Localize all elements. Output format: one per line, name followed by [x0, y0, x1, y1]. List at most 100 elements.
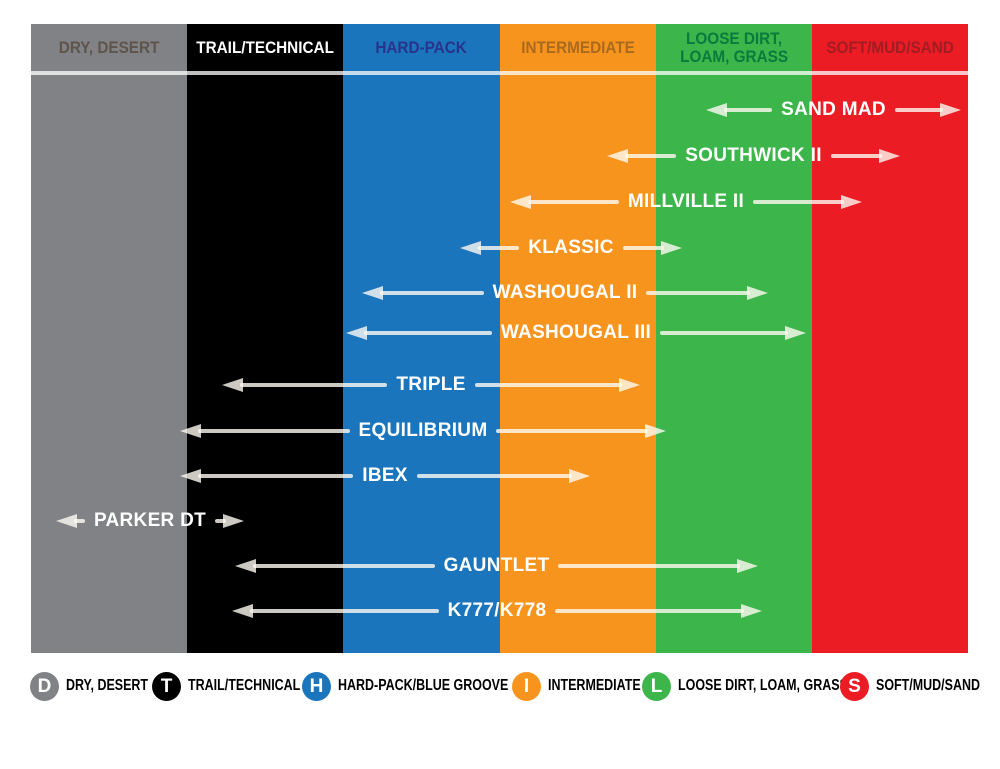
right-arrowhead-icon — [940, 103, 962, 117]
legend-label: INTERMEDIATE — [548, 677, 641, 694]
arrow-line — [660, 331, 788, 335]
arrow-line — [830, 154, 882, 158]
legend-label: TRAIL/TECHNICAL — [188, 677, 301, 694]
legend-item: D DRY, DESERT — [30, 670, 171, 702]
arrow-line — [253, 564, 435, 568]
column-header-hard-pack: HARD-PACK — [375, 37, 468, 57]
arrow-line — [646, 291, 751, 295]
legend-letter-badge: L — [642, 671, 671, 701]
legend-letter-badge: T — [152, 671, 181, 701]
arrow-line — [528, 200, 619, 204]
right-arrowhead-icon — [741, 604, 763, 618]
arrow-line — [198, 429, 350, 433]
arrow-line — [474, 383, 623, 387]
legend-label: SOFT/MUD/SAND — [876, 677, 980, 694]
legend-item: I INTERMEDIATE — [512, 670, 667, 702]
column-soft-mud-sand: SOFT/MUD/SAND — [811, 24, 969, 653]
right-arrowhead-icon — [879, 149, 900, 163]
legend-item: L LOOSE DIRT, LOAM, GRASS — [642, 670, 896, 702]
arrow-line — [894, 108, 944, 112]
legend-label: HARD-PACK/BLUE GROOVE — [338, 677, 509, 694]
right-arrowhead-icon — [747, 286, 769, 300]
tire-range-row: EQUILIBRIUM — [180, 416, 666, 446]
arrow-line — [622, 246, 664, 250]
column-trail-technical: TRAIL/TECHNICAL — [187, 24, 344, 653]
left-arrowhead-icon — [56, 514, 77, 528]
tire-label: TRIPLE — [396, 374, 466, 395]
tire-label: GAUNTLET — [443, 555, 550, 576]
arrow-line — [380, 291, 484, 295]
legend-letter-badge: S — [840, 671, 869, 701]
arrow-line — [478, 246, 520, 250]
column-dry-desert: DRY, DESERT — [31, 24, 188, 653]
tire-label: K777/K778 — [447, 600, 547, 621]
tire-range-row: MILLVILLE II — [510, 187, 862, 217]
legend-label: DRY, DESERT — [66, 677, 149, 694]
arrow-line — [496, 429, 648, 433]
header-divider-line — [31, 71, 968, 75]
tire-range-row: PARKER DT — [56, 506, 245, 536]
left-arrowhead-icon — [235, 559, 256, 573]
right-arrowhead-icon — [223, 514, 245, 528]
tire-label: KLASSIC — [528, 237, 614, 258]
tire-range-row: SOUTHWICK II — [607, 141, 900, 171]
column-header-intermediate: INTERMEDIATE — [520, 37, 635, 57]
tire-label: SOUTHWICK II — [685, 145, 822, 166]
arrow-line — [753, 200, 844, 204]
arrow-line — [240, 383, 388, 387]
arrow-line — [416, 474, 573, 478]
tire-range-row: IBEX — [180, 461, 591, 491]
left-arrowhead-icon — [232, 604, 253, 618]
legend-item: S SOFT/MUD/SAND — [840, 670, 1000, 702]
arrow-line — [724, 108, 773, 112]
tire-label: WASHOUGAL II — [492, 282, 638, 303]
left-arrowhead-icon — [222, 378, 243, 392]
tire-range-row: SAND MAD — [706, 95, 962, 125]
left-arrowhead-icon — [706, 103, 727, 117]
tire-range-row: K777/K778 — [232, 596, 763, 626]
arrow-line — [364, 331, 492, 335]
arrow-line — [198, 474, 354, 478]
right-arrowhead-icon — [569, 469, 591, 483]
tire-range-row: TRIPLE — [222, 370, 641, 400]
column-header-soft-mud-sand: SOFT/MUD/SAND — [826, 37, 954, 57]
tire-label: IBEX — [362, 465, 408, 486]
tire-label: MILLVILLE II — [627, 191, 745, 212]
right-arrowhead-icon — [661, 241, 682, 255]
legend-letter-badge: D — [30, 671, 59, 701]
left-arrowhead-icon — [607, 149, 628, 163]
right-arrowhead-icon — [841, 195, 862, 209]
legend-letter-badge: H — [302, 671, 331, 701]
legend-item: T TRAIL/TECHNICAL — [152, 670, 332, 702]
left-arrowhead-icon — [180, 424, 201, 438]
terrain-legend: D DRY, DESERT T TRAIL/TECHNICAL H HARD-PACK/B… — [0, 670, 1000, 702]
legend-item: H HARD-PACK/BLUE GROOVE — [302, 670, 556, 702]
right-arrowhead-icon — [645, 424, 666, 438]
left-arrowhead-icon — [346, 326, 367, 340]
arrow-line — [555, 609, 745, 613]
legend-letter-badge: I — [512, 671, 541, 701]
arrow-line — [558, 564, 740, 568]
tire-label: PARKER DT — [93, 510, 207, 531]
legend-label: LOOSE DIRT, LOAM, GRASS — [678, 677, 848, 694]
tire-range-row: WASHOUGAL II — [362, 278, 769, 308]
arrow-line — [250, 609, 439, 613]
tire-terrain-chart: DRY, DESERT TRAIL/TECHNICAL HARD-PACK INTER… — [31, 24, 969, 653]
tire-label: EQUILIBRIUM — [358, 420, 488, 441]
tire-range-row: KLASSIC — [460, 233, 682, 263]
column-header-trail-technical: TRAIL/TECHNICAL — [196, 37, 335, 57]
tire-range-row: WASHOUGAL III — [346, 318, 806, 348]
column-header-loose-dirt-loam-grass: LOOSE DIRT, LOAM, GRASS — [679, 28, 788, 66]
left-arrowhead-icon — [180, 469, 201, 483]
left-arrowhead-icon — [460, 241, 481, 255]
left-arrowhead-icon — [362, 286, 383, 300]
column-header-dry-desert: DRY, DESERT — [58, 37, 160, 57]
tire-range-row: GAUNTLET — [235, 551, 758, 581]
right-arrowhead-icon — [737, 559, 758, 573]
tire-label: WASHOUGAL III — [500, 322, 652, 343]
arrow-line — [215, 519, 227, 523]
arrow-line — [74, 519, 85, 523]
column-hard-pack: HARD-PACK — [343, 24, 500, 653]
column-intermediate: INTERMEDIATE — [499, 24, 656, 653]
right-arrowhead-icon — [619, 378, 641, 392]
